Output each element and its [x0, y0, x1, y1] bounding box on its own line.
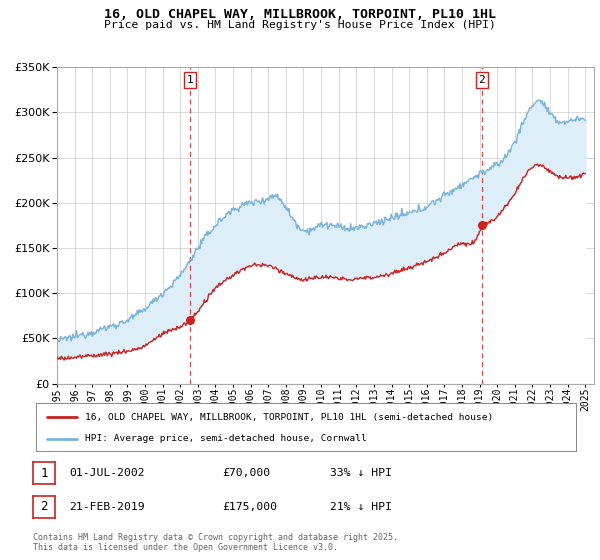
Text: 16, OLD CHAPEL WAY, MILLBROOK, TORPOINT, PL10 1HL (semi-detached house): 16, OLD CHAPEL WAY, MILLBROOK, TORPOINT,… [85, 413, 493, 422]
Text: Price paid vs. HM Land Registry's House Price Index (HPI): Price paid vs. HM Land Registry's House … [104, 20, 496, 30]
Text: 1: 1 [40, 466, 47, 480]
Text: 21-FEB-2019: 21-FEB-2019 [69, 502, 145, 512]
Text: 21% ↓ HPI: 21% ↓ HPI [330, 502, 392, 512]
Text: HPI: Average price, semi-detached house, Cornwall: HPI: Average price, semi-detached house,… [85, 435, 367, 444]
Text: £70,000: £70,000 [222, 468, 270, 478]
Text: 01-JUL-2002: 01-JUL-2002 [69, 468, 145, 478]
Text: £175,000: £175,000 [222, 502, 277, 512]
Text: 2: 2 [40, 500, 47, 514]
Text: 2: 2 [478, 75, 485, 85]
Text: 1: 1 [187, 75, 193, 85]
Text: 16, OLD CHAPEL WAY, MILLBROOK, TORPOINT, PL10 1HL: 16, OLD CHAPEL WAY, MILLBROOK, TORPOINT,… [104, 8, 496, 21]
Text: Contains HM Land Registry data © Crown copyright and database right 2025.: Contains HM Land Registry data © Crown c… [33, 533, 398, 542]
Text: This data is licensed under the Open Government Licence v3.0.: This data is licensed under the Open Gov… [33, 543, 338, 552]
Text: 33% ↓ HPI: 33% ↓ HPI [330, 468, 392, 478]
